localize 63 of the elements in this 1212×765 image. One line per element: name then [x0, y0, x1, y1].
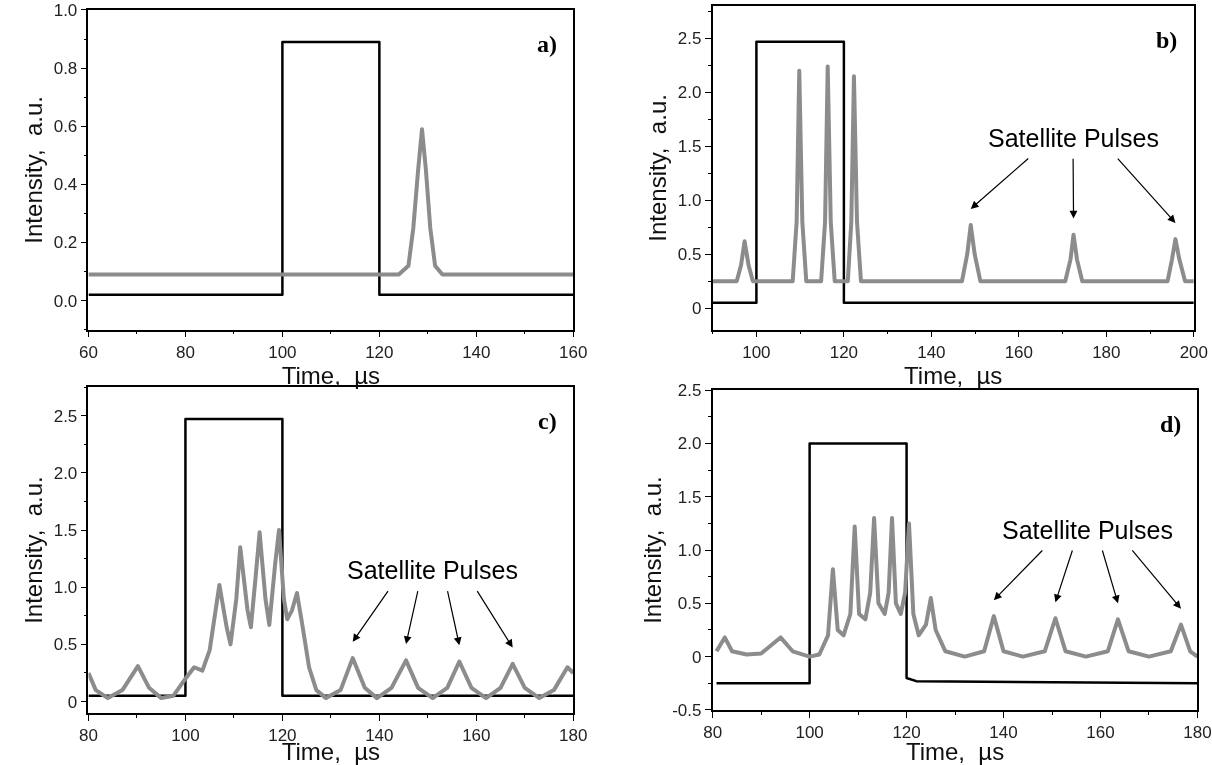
line-series — [714, 516, 1198, 659]
y-tick-label: 0.5 — [677, 594, 702, 614]
y-tick-label: 2.5 — [677, 381, 702, 401]
y-tick-label: 2.5 — [677, 29, 702, 49]
x-tick-label: 180 — [1092, 342, 1121, 362]
y-tick-label: 2.0 — [677, 83, 702, 103]
x-tick-label: 80 — [175, 342, 195, 362]
x-tick-label: 80 — [703, 723, 723, 743]
x-tick-label: 120 — [829, 342, 859, 362]
x-tick-label: 60 — [79, 342, 98, 362]
x-tick-label: 160 — [1086, 723, 1115, 743]
text: b) — [1156, 27, 1178, 53]
line-series — [88, 528, 574, 701]
y-axis-title: Intensity, a.u. — [644, 94, 672, 242]
annotation: Satellite Pulses — [1002, 516, 1173, 544]
x-tick-label: 100 — [171, 726, 200, 746]
y-tick-label: 0.0 — [53, 291, 78, 311]
x-tick-label: 160 — [559, 342, 588, 362]
y-tick-label: 1.5 — [677, 487, 702, 507]
y-tick-label: 1.0 — [53, 0, 78, 20]
y-axis-title: Intensity, a.u. — [20, 96, 48, 244]
x-tick-label: 140 — [917, 342, 946, 362]
x-tick-label: 120 — [365, 342, 394, 362]
y-tick-label: 0 — [692, 299, 702, 319]
x-tick-label: 100 — [742, 342, 771, 362]
y-axis-title: Intensity, a.u. — [638, 476, 666, 624]
y-tick-label: 2.0 — [53, 463, 78, 483]
x-tick-label: 180 — [1183, 723, 1212, 743]
line-series — [88, 127, 574, 277]
y-tick-label: 1.0 — [677, 191, 702, 211]
y-tick-label: 0.8 — [53, 59, 78, 79]
line-series — [712, 64, 1194, 284]
annotation: Satellite Pulses — [347, 556, 518, 584]
x-axis-title: Time, µs — [281, 361, 381, 389]
x-tick-label: 140 — [365, 726, 394, 746]
y-tick-label: 1.5 — [53, 520, 78, 540]
x-axis-title: Time, µs — [904, 361, 1003, 389]
x-tick-label: 100 — [795, 723, 824, 743]
y-tick-label: 0 — [67, 692, 78, 712]
y-tick-label: 0.4 — [53, 175, 78, 195]
y-tick-label: 0 — [692, 647, 702, 667]
text: d) — [1160, 411, 1182, 437]
text: a) — [537, 31, 557, 57]
y-tick-label: -0.5 — [672, 700, 702, 720]
x-tick-label: 140 — [462, 342, 491, 362]
y-tick-label: 0.5 — [677, 245, 702, 265]
x-tick-label: 160 — [462, 726, 491, 746]
text: c) — [538, 408, 557, 434]
x-tick-label: 160 — [1004, 342, 1034, 362]
x-tick-label: 180 — [559, 726, 588, 746]
x-tick-label: 200 — [1179, 342, 1208, 362]
y-tick-label: 0.6 — [53, 117, 78, 137]
y-tick-label: 1.5 — [677, 137, 702, 157]
x-tick-label: 80 — [79, 726, 98, 746]
y-tick-label: 2.5 — [53, 406, 78, 426]
y-tick-label: 2.0 — [677, 434, 702, 454]
y-tick-label: 1.0 — [53, 578, 78, 598]
y-tick-label: 0.2 — [53, 233, 78, 253]
y-axis-title: Intensity, a.u. — [20, 476, 48, 624]
annotation: Satellite Pulses — [988, 124, 1159, 152]
y-tick-label: 0.5 — [53, 635, 78, 655]
y-tick-label: 1.0 — [677, 540, 702, 560]
x-tick-label: 100 — [268, 342, 297, 362]
